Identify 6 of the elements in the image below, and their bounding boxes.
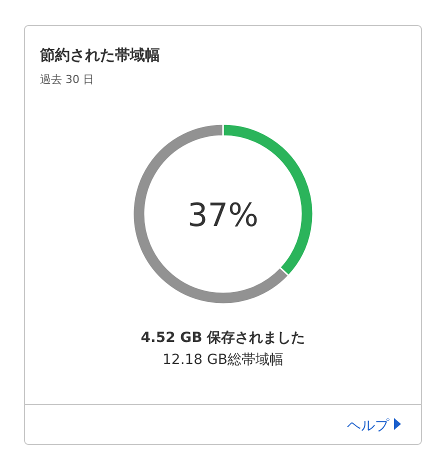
text: 4.52 GB 保存されました bbox=[140, 330, 306, 346]
text: 12.18 GB総帯域幅 bbox=[162, 352, 284, 368]
chart-subtitle: 過去 30 日 bbox=[40, 73, 94, 86]
text: ヘルプ bbox=[347, 418, 390, 434]
text: 37% bbox=[187, 196, 259, 234]
chart-title: 節約された帯域幅 bbox=[39, 46, 160, 64]
